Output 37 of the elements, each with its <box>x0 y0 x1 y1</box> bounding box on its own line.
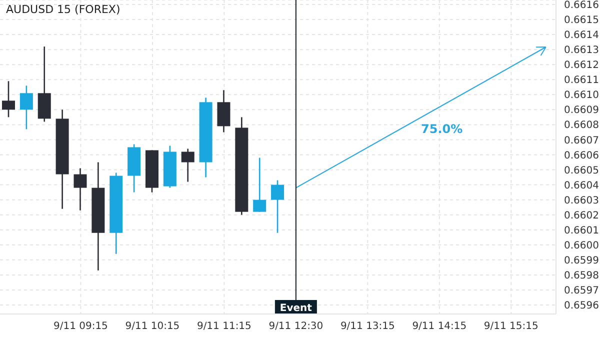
y-tick-label: 0.6604 <box>564 180 599 192</box>
chart-title: AUDUSD 15 (FOREX) <box>6 3 120 16</box>
x-tick-label: 9/11 09:15 <box>53 321 108 332</box>
y-tick-label: 0.6613 <box>564 45 599 56</box>
y-tick-label: 0.6612 <box>564 60 599 72</box>
x-tick-label: 9/11 13:15 <box>340 321 395 332</box>
y-tick-label: 0.6607 <box>564 135 599 146</box>
y-tick-label: 0.6603 <box>564 195 599 206</box>
y-tick-label: 0.6616 <box>564 0 599 12</box>
y-tick-label: 0.6597 <box>564 286 599 297</box>
y-tick-label: 0.6614 <box>564 30 599 42</box>
ref-line-label: Event <box>280 303 312 314</box>
y-tick-label: 0.6601 <box>564 225 599 236</box>
candlestick <box>271 180 284 234</box>
x-tick-label: 9/11 14:15 <box>412 321 467 332</box>
y-tick-label: 0.6605 <box>564 165 599 176</box>
candlestick <box>74 168 87 211</box>
y-tick-label: 0.6606 <box>564 150 599 162</box>
x-tick-label: 9/11 10:15 <box>125 321 180 332</box>
y-tick-label: 0.6610 <box>564 90 599 102</box>
candlestick <box>2 80 15 118</box>
y-tick-label: 0.6615 <box>564 15 599 26</box>
y-tick-label: 0.6600 <box>564 240 599 252</box>
candlestick <box>20 84 33 130</box>
x-tick-label: 9/11 11:15 <box>196 321 252 332</box>
y-tick-label: 0.6609 <box>564 105 599 116</box>
y-tick-label: 0.6599 <box>564 255 599 266</box>
candlestick <box>253 157 266 212</box>
x-tick-label: 9/11 12:30 <box>268 321 324 332</box>
candlestick <box>181 148 194 182</box>
x-tick-label: 9/11 15:15 <box>484 321 538 332</box>
y-tick-label: 0.6596 <box>564 300 599 312</box>
y-tick-label: 0.6598 <box>564 270 599 282</box>
annotation: 75.0% <box>421 122 463 136</box>
y-tick-label: 0.6602 <box>564 210 599 222</box>
y-tick-label: 0.6611 <box>564 75 599 86</box>
y-tick-label: 0.6608 <box>564 120 599 132</box>
